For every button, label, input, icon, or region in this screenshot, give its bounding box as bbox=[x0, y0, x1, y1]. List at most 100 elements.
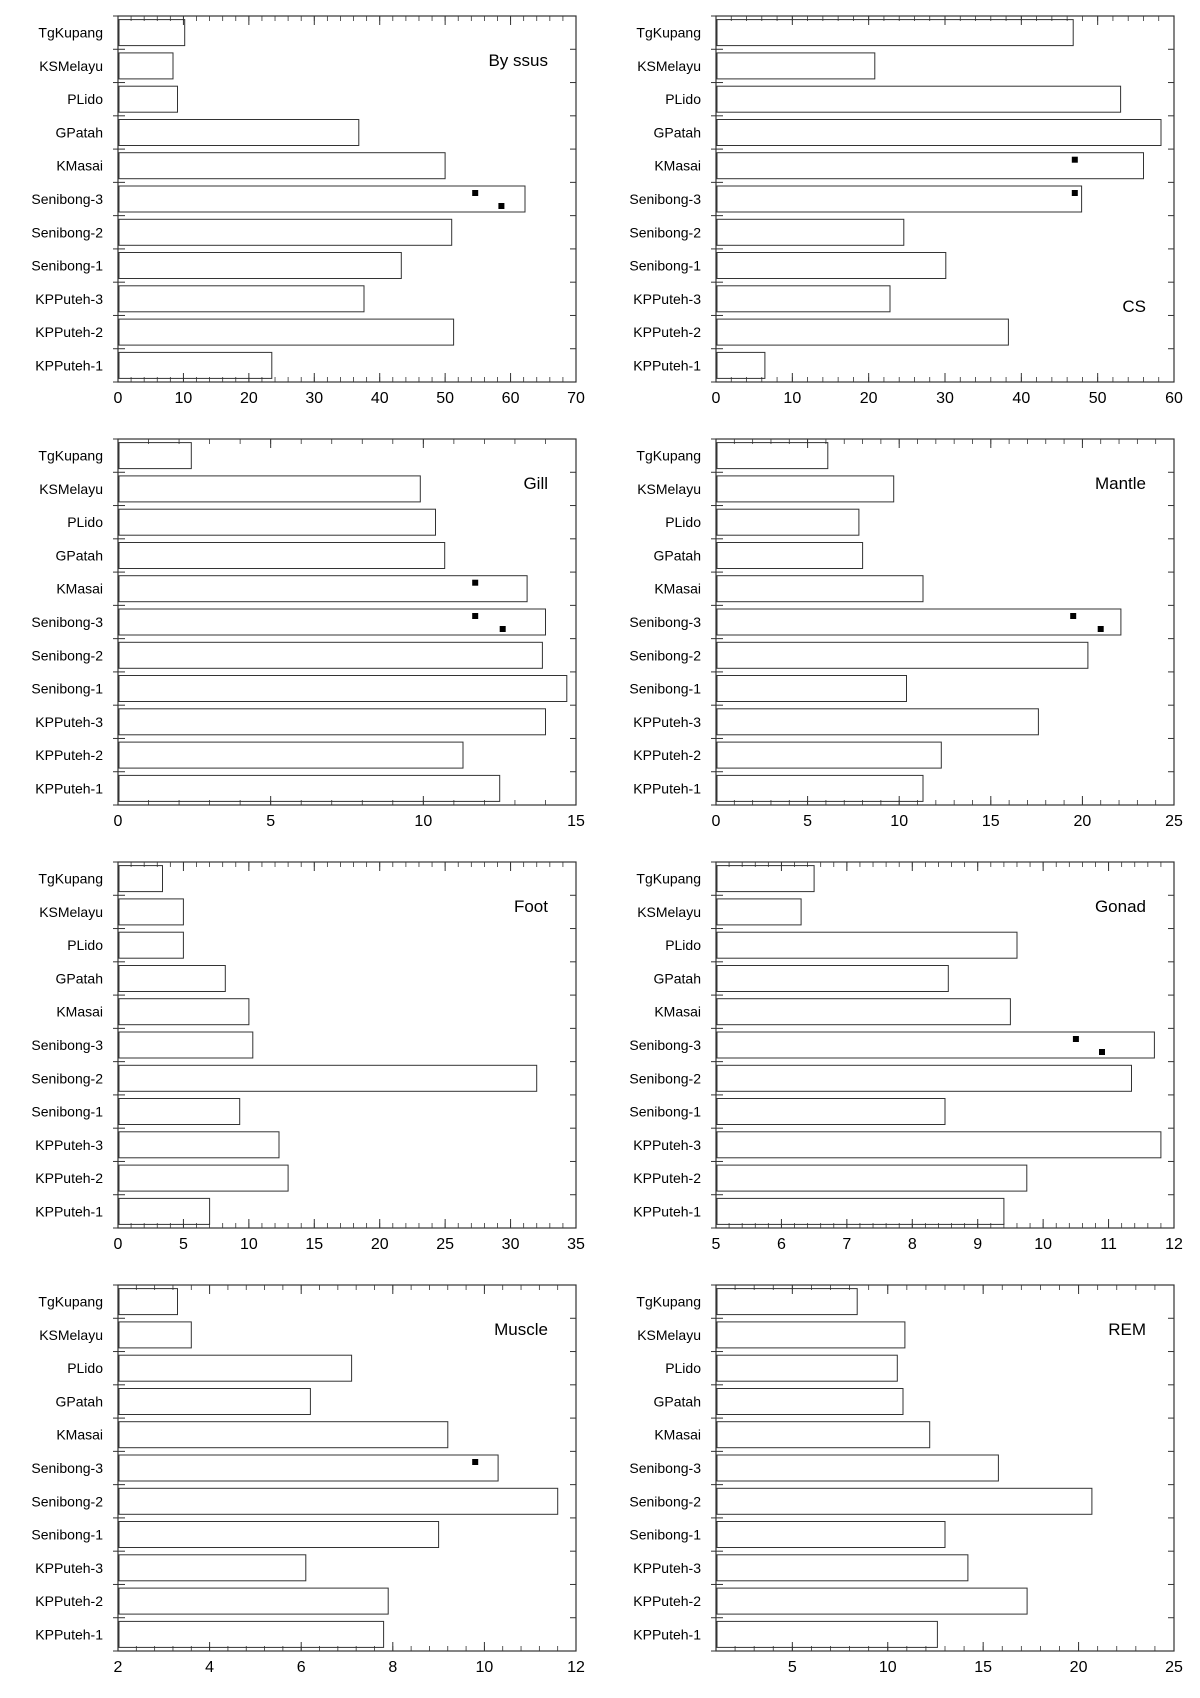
bar-kmasai bbox=[118, 575, 528, 603]
category-label: Senibong-3 bbox=[629, 191, 701, 207]
category-label: KPPuteh-3 bbox=[633, 714, 701, 730]
bar-kmasai bbox=[716, 998, 1011, 1026]
bar-senibong-1 bbox=[118, 252, 402, 279]
bar-senibong-1 bbox=[118, 1098, 241, 1125]
bar-senibong-2 bbox=[118, 1064, 538, 1092]
bar-plido bbox=[716, 1354, 898, 1382]
x-tick-label: 10 bbox=[414, 813, 432, 830]
bar-senibong-3 bbox=[118, 1454, 499, 1482]
category-label: Senibong-2 bbox=[31, 224, 103, 240]
chart-panel-6: TgKupang KSMelayu PLido GPatah KMasai Senibon… bbox=[629, 861, 1183, 1253]
significance-marker bbox=[1070, 613, 1077, 619]
panel-title: Gill bbox=[523, 474, 548, 493]
x-tick-label: 10 bbox=[175, 390, 193, 407]
bar-tgkupang bbox=[716, 1288, 858, 1316]
bar-kpputeh-3 bbox=[118, 285, 365, 313]
bar-ksmelayu bbox=[716, 898, 802, 926]
category-label: KPPuteh-3 bbox=[35, 714, 103, 730]
category-label: PLido bbox=[665, 1360, 701, 1376]
category-label: KMasai bbox=[56, 581, 103, 597]
panel-title: Mantle bbox=[1095, 474, 1146, 493]
category-label: KPPuteh-2 bbox=[35, 1593, 103, 1609]
plot-frame bbox=[715, 438, 1175, 806]
category-label: KPPuteh-1 bbox=[35, 1203, 103, 1219]
chart-panel-2: TgKupang KSMelayu PLido GPatah KMasai Senibon… bbox=[629, 15, 1183, 407]
bar-senibong-3 bbox=[716, 185, 1083, 213]
category-label: KPPuteh-1 bbox=[35, 357, 103, 373]
bar-kpputeh-2 bbox=[118, 741, 464, 769]
category-label: TgKupang bbox=[38, 448, 103, 464]
category-label: Senibong-1 bbox=[31, 258, 103, 274]
category-label: PLido bbox=[67, 937, 103, 953]
plot-frame bbox=[117, 438, 577, 806]
bar-senibong-3 bbox=[716, 1031, 1155, 1059]
category-label: KSMelayu bbox=[637, 1327, 701, 1343]
category-label: Senibong-1 bbox=[629, 258, 701, 274]
bar-tgkupang bbox=[118, 442, 192, 470]
bar-gpatah bbox=[118, 542, 446, 569]
significance-marker bbox=[1071, 156, 1078, 163]
bar-kpputeh-1 bbox=[716, 774, 924, 802]
x-tick-label: 15 bbox=[982, 813, 1000, 830]
x-tick-label: 30 bbox=[936, 390, 954, 407]
x-tick-label: 10 bbox=[1034, 1236, 1052, 1253]
bar-kpputeh-3 bbox=[716, 708, 1039, 736]
bar-plido bbox=[716, 85, 1122, 113]
category-label: KMasai bbox=[654, 581, 701, 597]
bar-kmasai bbox=[716, 152, 1144, 180]
x-tick-label: 10 bbox=[890, 813, 908, 830]
x-tick-label: 5 bbox=[803, 813, 812, 830]
x-tick-label: 60 bbox=[502, 390, 520, 407]
x-tick-label: 20 bbox=[860, 390, 878, 407]
x-tick-label: 25 bbox=[436, 1236, 454, 1253]
bar-senibong-1 bbox=[716, 675, 907, 702]
bar-plido bbox=[716, 508, 860, 536]
category-label: KPPuteh-3 bbox=[633, 1560, 701, 1576]
category-label: KMasai bbox=[56, 1427, 103, 1443]
category-label: KPPuteh-2 bbox=[633, 747, 701, 763]
x-tick-label: 5 bbox=[712, 1236, 721, 1253]
category-label: Senibong-3 bbox=[31, 191, 103, 207]
bar-kpputeh-1 bbox=[716, 1197, 1005, 1225]
significance-marker bbox=[1072, 1036, 1079, 1042]
bar-gpatah bbox=[118, 119, 360, 146]
bar-kpputeh-1 bbox=[716, 351, 766, 379]
bar-tgkupang bbox=[716, 442, 829, 470]
category-label: GPatah bbox=[654, 548, 701, 564]
bar-senibong-2 bbox=[118, 218, 453, 246]
category-label: Senibong-2 bbox=[629, 224, 701, 240]
bar-plido bbox=[118, 85, 178, 113]
x-tick-label: 20 bbox=[240, 390, 258, 407]
bar-tgkupang bbox=[118, 1288, 178, 1316]
significance-marker bbox=[472, 190, 479, 196]
category-label: Senibong-2 bbox=[31, 647, 103, 663]
category-label: KPPuteh-2 bbox=[35, 324, 103, 340]
bar-kpputeh-1 bbox=[716, 1620, 938, 1648]
bar-kpputeh-2 bbox=[118, 318, 455, 346]
bar-tgkupang bbox=[118, 19, 186, 47]
category-label: Senibong-2 bbox=[629, 647, 701, 663]
x-tick-label: 5 bbox=[179, 1236, 188, 1253]
chart-panel-5: TgKupang KSMelayu PLido GPatah KMasai Senibon… bbox=[31, 861, 585, 1253]
bar-kpputeh-1 bbox=[118, 1620, 385, 1648]
bar-kpputeh-2 bbox=[716, 1587, 1028, 1615]
chart-panel-8: TgKupang KSMelayu PLido GPatah KMasai Senibon… bbox=[629, 1284, 1183, 1676]
significance-marker bbox=[498, 203, 505, 209]
category-label: GPatah bbox=[654, 125, 701, 141]
bar-kmasai bbox=[716, 1421, 931, 1449]
plot-frame bbox=[117, 861, 577, 1229]
significance-marker bbox=[1071, 190, 1078, 196]
bar-senibong-2 bbox=[118, 641, 543, 669]
x-tick-label: 0 bbox=[114, 390, 123, 407]
bar-senibong-2 bbox=[716, 641, 1089, 669]
category-label: KSMelayu bbox=[637, 481, 701, 497]
x-tick-label: 11 bbox=[1100, 1236, 1117, 1253]
chart-panel-3: TgKupang KSMelayu PLido GPatah KMasai Senibon… bbox=[31, 438, 585, 830]
x-tick-label: 0 bbox=[712, 813, 721, 830]
category-label: KMasai bbox=[654, 158, 701, 174]
bar-plido bbox=[118, 931, 184, 959]
bar-senibong-3 bbox=[118, 608, 546, 636]
significance-marker bbox=[472, 579, 479, 586]
bar-senibong-1 bbox=[118, 675, 568, 702]
category-label: KPPuteh-1 bbox=[35, 780, 103, 796]
